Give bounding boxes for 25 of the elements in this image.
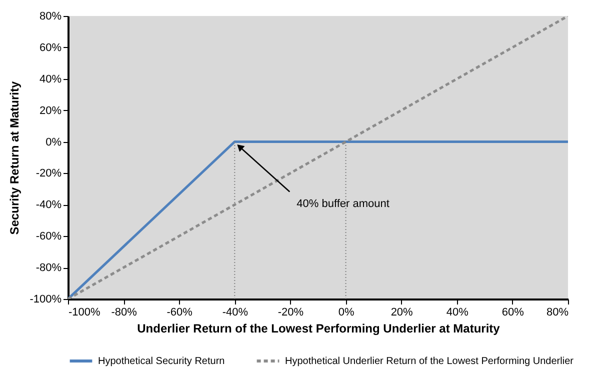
x-tick-label: 40%	[446, 306, 469, 318]
annotation: 40% buffer amount	[296, 198, 390, 210]
x-axis-title: Underlier Return of the Lowest Performing Underlier at Maturity	[137, 322, 500, 336]
x-tick-label: -100%	[68, 306, 101, 318]
legend-label: Hypothetical Security Return	[98, 356, 225, 367]
legend-label: Hypothetical Underlier Return of the Lowest Performing Underlier	[285, 356, 574, 367]
x-tick-label: -60%	[166, 306, 193, 318]
y-tick-label: 40%	[39, 73, 62, 86]
x-tick-label: -20%	[278, 306, 304, 318]
y-tick-label: -100%	[30, 294, 62, 306]
x-tick-label: 20%	[390, 306, 414, 318]
y-tick-label: 20%	[39, 104, 62, 117]
x-tick-label: 60%	[502, 306, 524, 318]
y-tick-label: 80%	[39, 10, 62, 22]
y-tick-label: -80%	[36, 262, 62, 274]
y-tick-label: 60%	[39, 42, 62, 54]
y-tick-label: -60%	[36, 230, 62, 243]
y-tick-label: -20%	[36, 168, 62, 180]
x-tick-label: 80%	[546, 306, 569, 318]
x-tick-label: -40%	[222, 306, 248, 318]
y-axis-title: Security Return at Maturity	[8, 81, 22, 235]
x-tick-label: 0%	[338, 306, 354, 318]
y-tick-label: -40%	[36, 199, 62, 212]
y-tick-label: 0%	[46, 136, 62, 148]
x-tick-label: -80%	[111, 306, 138, 318]
